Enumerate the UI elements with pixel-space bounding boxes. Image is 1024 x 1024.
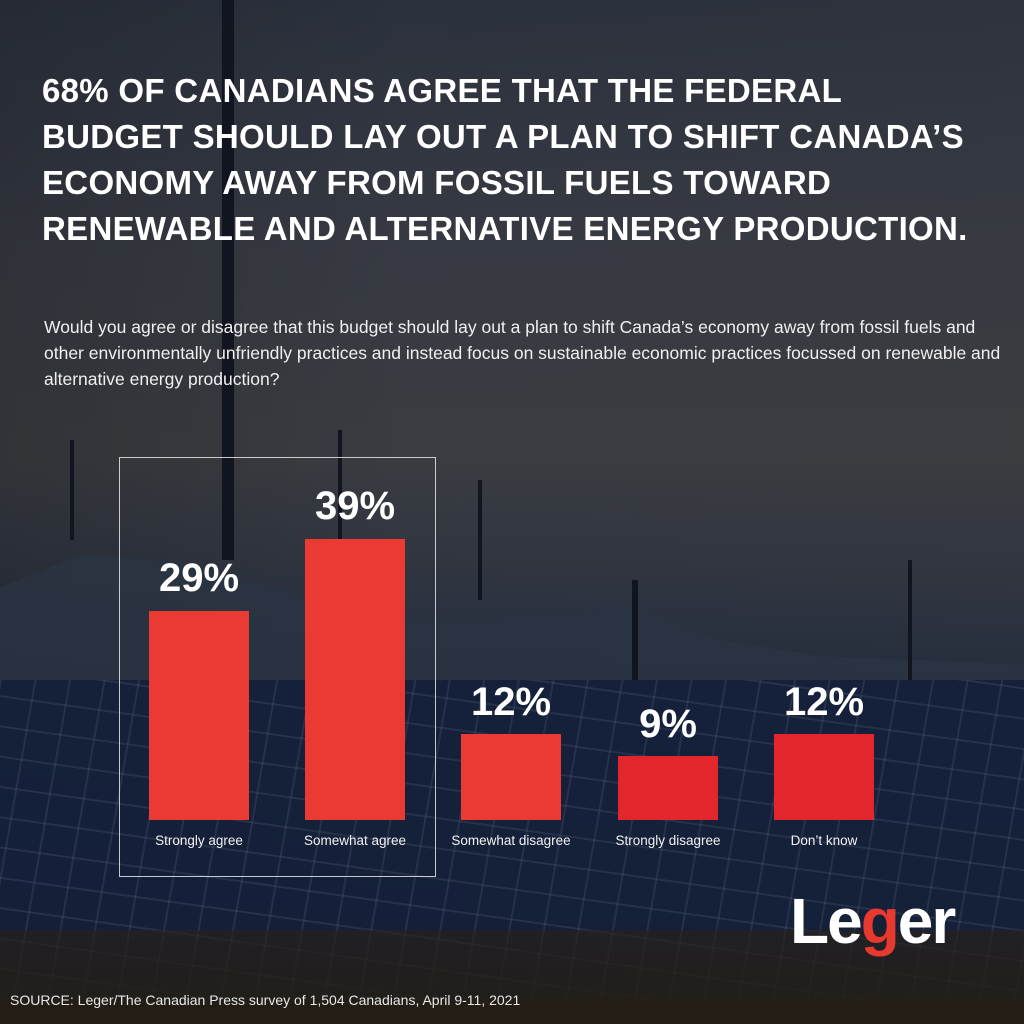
bar-category-label: Somewhat agree [303,833,407,848]
bar-value-label: 39% [314,484,396,528]
agree-highlight-box [119,457,436,877]
turbine-silhouette [632,580,638,680]
turbine-silhouette [478,480,482,600]
headline: 68% of Canadians agree that the federal … [42,72,968,247]
logo-text-post: er [897,885,956,957]
bar-category-label: Strongly agree [155,833,243,848]
turbine-silhouette [338,430,342,540]
logo-accent-g: g [860,885,900,957]
bar-dont-know [774,734,874,820]
bar-value-label: 29% [158,556,240,600]
bar-somewhat-agree [305,539,405,820]
bar-category-label: Don’t know [790,833,858,848]
bar-somewhat-disagree [461,734,561,820]
bar-value-label: 12% [470,680,552,724]
bar-category-label: Strongly disagree [615,833,721,848]
source-note: SOURCE: Leger/The Canadian Press survey … [10,992,521,1008]
survey-question: Would you agree or disagree that this bu… [44,317,1001,389]
turbine-silhouette [70,440,74,540]
turbine-silhouette [222,0,234,560]
background-ground [0,930,1024,1024]
bar-strongly-agree [149,611,249,820]
bar-category-label: Somewhat disagree [451,833,571,848]
logo-text-pre: Le [790,885,863,957]
leger-logo: Leger [790,884,956,958]
bar-strongly-disagree [618,756,718,820]
turbine-silhouette [908,560,912,680]
bar-value-label: 9% [639,702,697,746]
bar-value-label: 12% [783,680,865,724]
